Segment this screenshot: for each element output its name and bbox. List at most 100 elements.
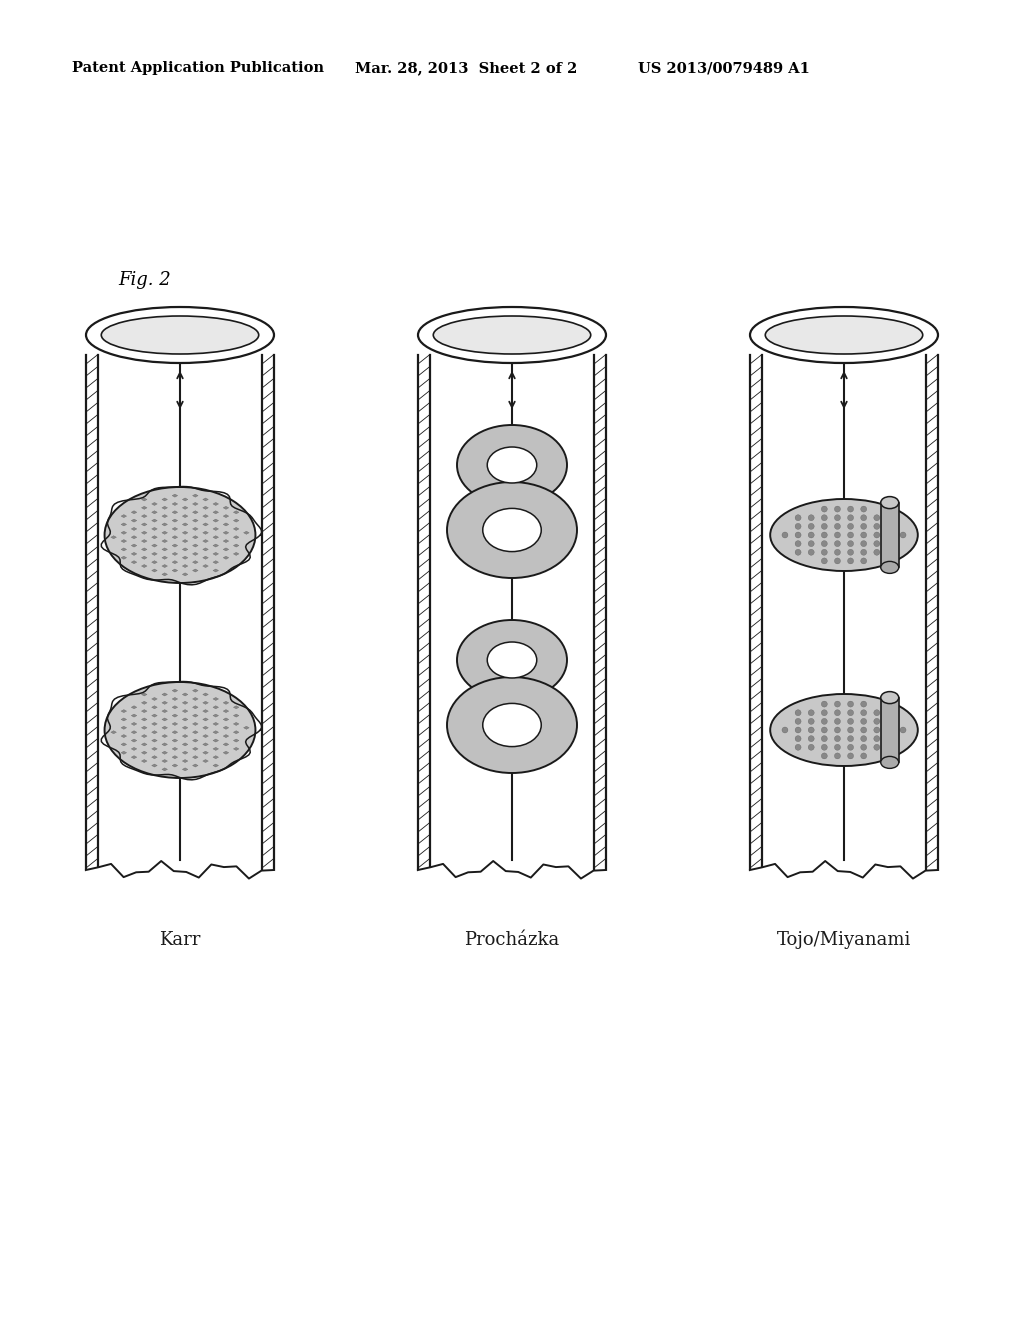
Polygon shape: [233, 706, 239, 709]
Ellipse shape: [765, 315, 923, 354]
Circle shape: [861, 549, 866, 556]
Polygon shape: [162, 751, 168, 754]
Polygon shape: [152, 731, 158, 734]
Polygon shape: [162, 726, 168, 729]
Bar: [762, 355, 926, 870]
Circle shape: [821, 549, 827, 556]
Polygon shape: [193, 755, 198, 759]
Polygon shape: [131, 755, 137, 759]
Polygon shape: [162, 701, 168, 705]
Text: Procházka: Procházka: [464, 931, 560, 949]
Polygon shape: [141, 515, 147, 517]
Polygon shape: [152, 714, 158, 717]
Circle shape: [835, 523, 841, 529]
Circle shape: [861, 701, 866, 708]
Circle shape: [808, 718, 814, 725]
Bar: [98, 355, 262, 870]
Polygon shape: [203, 515, 208, 517]
Polygon shape: [223, 718, 228, 721]
Polygon shape: [193, 503, 198, 506]
Ellipse shape: [750, 308, 938, 363]
Circle shape: [848, 515, 854, 520]
Circle shape: [848, 718, 854, 725]
Polygon shape: [162, 515, 168, 517]
Polygon shape: [182, 573, 188, 576]
Polygon shape: [152, 706, 158, 709]
Circle shape: [887, 735, 893, 742]
Ellipse shape: [770, 694, 918, 766]
Circle shape: [821, 532, 827, 539]
Circle shape: [873, 515, 880, 520]
Polygon shape: [172, 519, 178, 523]
Polygon shape: [203, 726, 208, 729]
Polygon shape: [223, 540, 228, 543]
Polygon shape: [203, 548, 208, 550]
Circle shape: [821, 506, 827, 512]
Ellipse shape: [881, 756, 899, 768]
Polygon shape: [121, 710, 127, 713]
Polygon shape: [223, 743, 228, 746]
Circle shape: [821, 744, 827, 750]
Circle shape: [808, 541, 814, 546]
Circle shape: [861, 558, 866, 564]
Circle shape: [835, 515, 841, 520]
Polygon shape: [213, 519, 218, 523]
Polygon shape: [223, 515, 228, 517]
Circle shape: [873, 541, 880, 546]
Polygon shape: [131, 544, 137, 546]
Circle shape: [795, 549, 801, 556]
Circle shape: [873, 735, 880, 742]
Circle shape: [835, 718, 841, 725]
Polygon shape: [152, 722, 158, 726]
Polygon shape: [203, 556, 208, 560]
Circle shape: [808, 532, 814, 539]
Ellipse shape: [770, 499, 918, 572]
Polygon shape: [193, 561, 198, 564]
Polygon shape: [152, 528, 158, 531]
Circle shape: [848, 710, 854, 715]
Circle shape: [900, 727, 906, 733]
Polygon shape: [203, 531, 208, 535]
Circle shape: [835, 541, 841, 546]
Ellipse shape: [487, 642, 537, 678]
Polygon shape: [152, 569, 158, 572]
Circle shape: [835, 701, 841, 708]
Polygon shape: [152, 544, 158, 546]
Circle shape: [848, 532, 854, 539]
Circle shape: [861, 752, 866, 759]
Polygon shape: [131, 561, 137, 564]
Polygon shape: [182, 515, 188, 517]
Circle shape: [795, 727, 801, 733]
Polygon shape: [223, 556, 228, 560]
Polygon shape: [152, 561, 158, 564]
Circle shape: [795, 735, 801, 742]
Polygon shape: [193, 528, 198, 531]
Circle shape: [795, 523, 801, 529]
Polygon shape: [162, 573, 168, 576]
Circle shape: [782, 727, 787, 733]
Polygon shape: [141, 718, 147, 721]
Text: Tojo/Miyanami: Tojo/Miyanami: [777, 931, 911, 949]
Polygon shape: [121, 556, 127, 560]
Polygon shape: [182, 701, 188, 705]
Polygon shape: [172, 739, 178, 742]
Circle shape: [808, 744, 814, 750]
Ellipse shape: [881, 692, 899, 704]
Circle shape: [887, 727, 893, 733]
Polygon shape: [182, 726, 188, 729]
Polygon shape: [193, 706, 198, 709]
Polygon shape: [182, 556, 188, 560]
Polygon shape: [223, 548, 228, 550]
Polygon shape: [172, 706, 178, 709]
Circle shape: [887, 523, 893, 529]
Circle shape: [821, 752, 827, 759]
Polygon shape: [131, 739, 137, 742]
Polygon shape: [152, 747, 158, 750]
Polygon shape: [172, 544, 178, 546]
Circle shape: [821, 718, 827, 725]
Circle shape: [835, 710, 841, 715]
Polygon shape: [203, 701, 208, 705]
Circle shape: [835, 558, 841, 564]
Polygon shape: [141, 556, 147, 560]
Polygon shape: [213, 561, 218, 564]
